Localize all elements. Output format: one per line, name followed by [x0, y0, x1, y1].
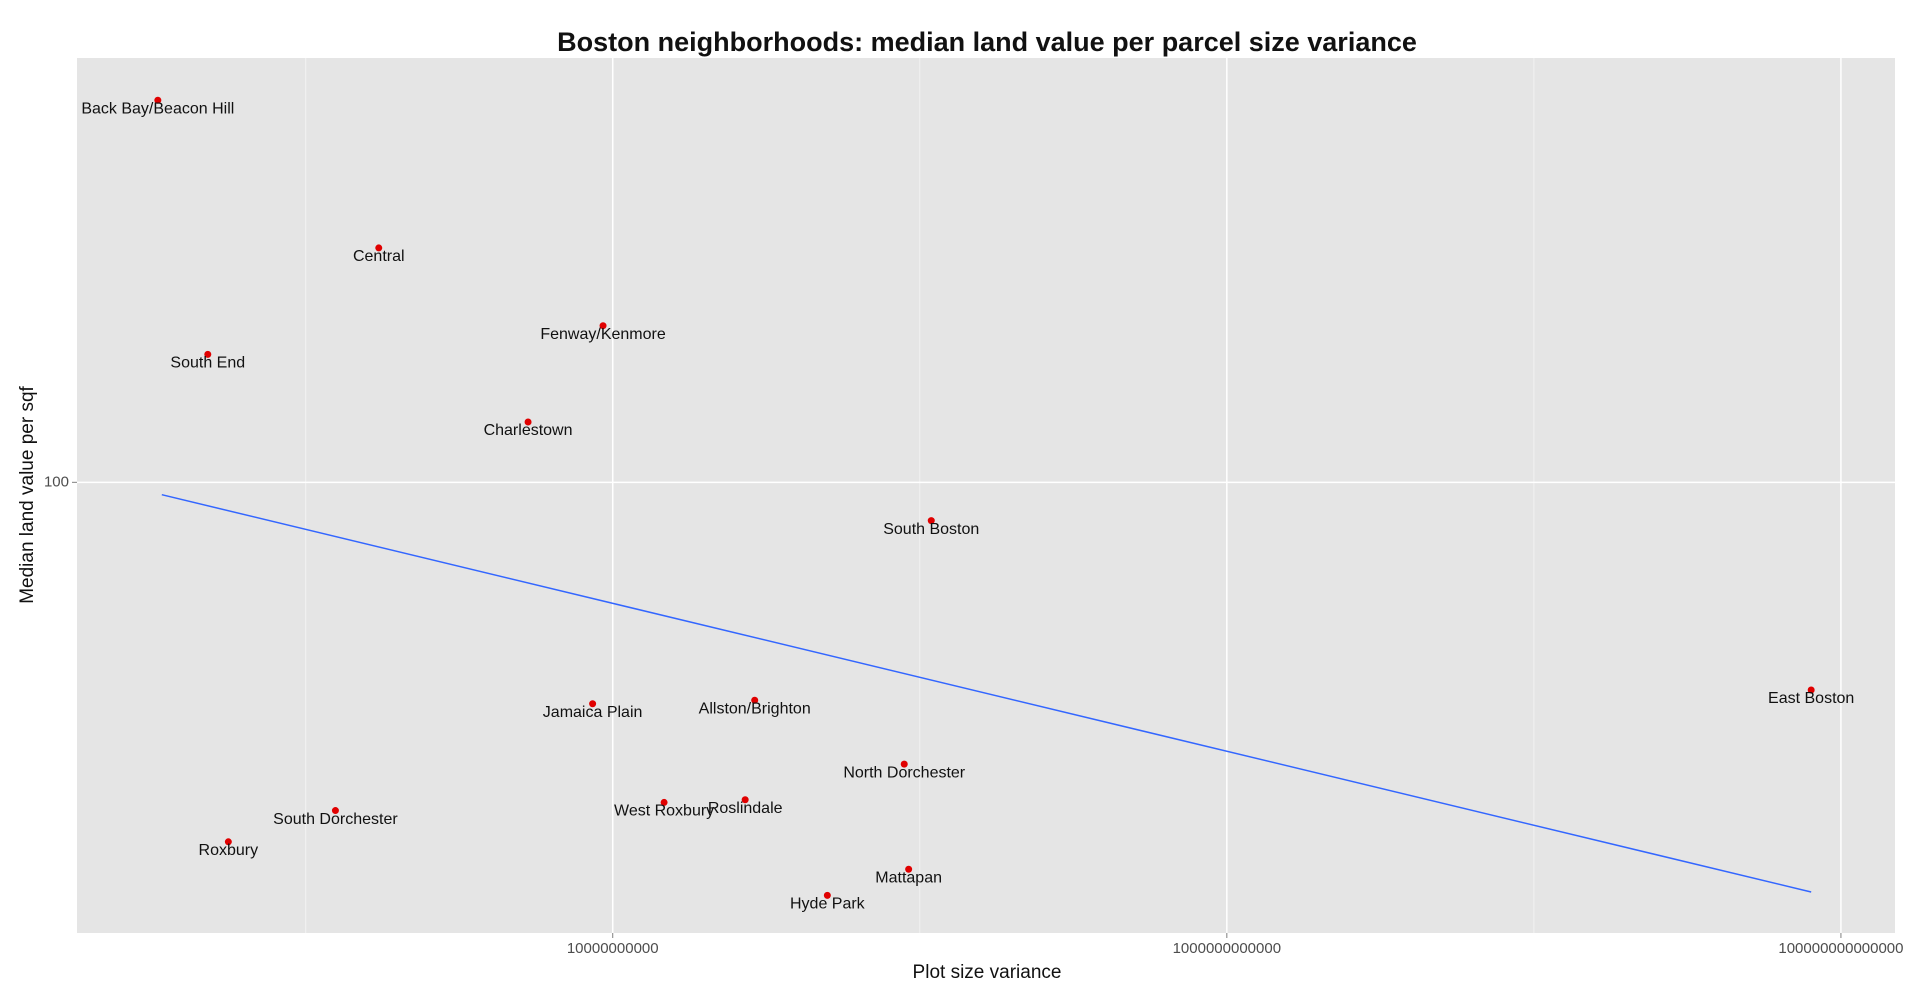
- point: [375, 244, 383, 252]
- plot-background: [77, 58, 1895, 933]
- point-label: Roxbury: [199, 842, 259, 859]
- point-label: West Roxbury: [614, 803, 714, 820]
- x-tick-label: 100000000000000: [1778, 940, 1903, 957]
- point: [204, 350, 212, 358]
- point: [524, 418, 532, 426]
- point: [331, 807, 339, 815]
- x-tick-label: 10000000000: [567, 940, 659, 957]
- point-label: Mattapan: [875, 870, 942, 887]
- point: [224, 838, 232, 846]
- point: [660, 798, 668, 806]
- point-label: Roslindale: [708, 800, 783, 817]
- x-tick-label: 1000000000000: [1173, 940, 1281, 957]
- point: [589, 700, 597, 708]
- point-label: Back Bay/Beacon Hill: [81, 100, 234, 117]
- point: [1807, 686, 1815, 694]
- point: [927, 517, 935, 525]
- point-label: North Dorchester: [843, 764, 965, 781]
- point-label: Fenway/Kenmore: [540, 326, 665, 343]
- point-label: South End: [170, 355, 245, 372]
- trend-line: [161, 493, 1812, 893]
- point-label: Allston/Brighton: [699, 700, 811, 717]
- point-label: Central: [353, 248, 405, 265]
- point: [741, 796, 749, 804]
- point-label: South Boston: [883, 521, 979, 538]
- point: [751, 696, 759, 704]
- point: [599, 322, 607, 330]
- y-tick-label: 100: [44, 473, 69, 490]
- point: [823, 891, 831, 899]
- point-label: Charlestown: [484, 422, 573, 439]
- point-label: South Dorchester: [273, 811, 398, 828]
- point-label: Hyde Park: [790, 896, 866, 913]
- point: [154, 96, 162, 104]
- point-label: Jamaica Plain: [543, 704, 643, 721]
- x-axis-label: Plot size variance: [913, 962, 1062, 983]
- point: [900, 760, 908, 768]
- chart-title: Boston neighborhoods: median land value …: [557, 27, 1417, 57]
- point: [905, 865, 913, 873]
- y-axis-label: Median land value per sqf: [17, 385, 38, 603]
- point-label: East Boston: [1768, 690, 1854, 707]
